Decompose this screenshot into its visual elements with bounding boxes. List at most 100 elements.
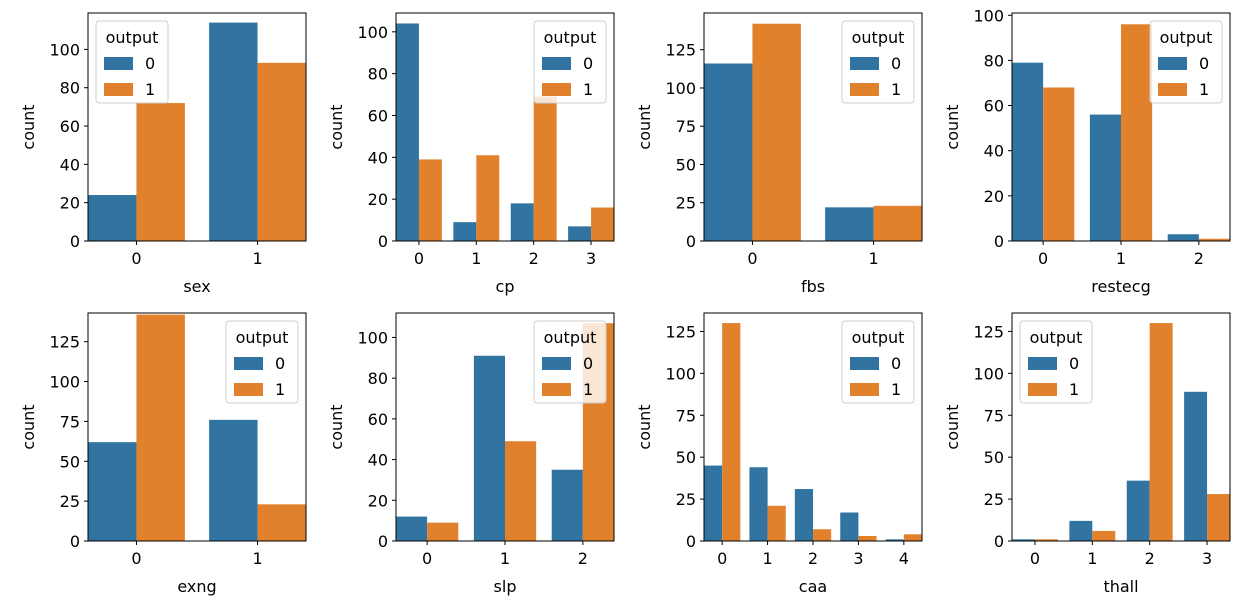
y-tick-label: 0 [686,532,696,551]
y-tick-label: 0 [686,232,696,251]
subplot-sex: 0 20 40 60 80 100 0 1 sex count output 0 1 [19,12,307,296]
y-tick-label: 100 [665,364,696,383]
bar-slp-2-output-0 [551,469,583,541]
legend-label-output-1: 1 [891,80,901,99]
legend-label-output-1: 1 [891,380,901,399]
x-tick-label: 2 [529,249,539,268]
axes-frame [395,12,615,242]
y-tick-label: 25 [676,490,696,509]
y-tick-label: 125 [49,333,80,352]
x-tick-label: 1 [471,249,481,268]
legend: output 0 1 [841,20,915,104]
legend-label-output-0: 0 [891,54,901,73]
legend: output 0 1 [1149,20,1223,104]
y-axis-label: count [19,404,38,449]
legend-swatch-output-0 [850,57,879,70]
y-axis-label: count [943,404,962,449]
legend: output 0 1 [533,20,607,104]
legend-swatch-output-1 [542,383,571,396]
y-tick-label: 100 [665,79,696,98]
x-tick-label: 0 [747,249,757,268]
y-tick-label: 100 [49,373,80,392]
legend-title: output [544,28,597,47]
bar-slp-1-output-0 [473,355,505,541]
legend-swatch-output-0 [542,357,571,370]
bar-caa-3-output-1 [858,535,877,541]
bar-fbs-1-output-1 [873,205,922,241]
bar-restecg-2-output-0 [1167,234,1199,241]
legend-title: output [106,28,159,47]
bar-slp-1-output-1 [505,441,537,541]
legend-label-output-0: 0 [145,54,155,73]
bar-exng-1-output-0 [209,419,258,541]
x-tick-label: 3 [1202,549,1212,568]
bar-caa-2-output-1 [813,529,832,541]
bar-sex-0-output-0 [88,195,137,241]
x-axis-label: restecg [1091,277,1150,296]
legend-swatch-output-1 [1028,383,1057,396]
subplot-slp: 0 20 40 60 80 100 0 1 2 slp count output 0 1 [327,312,615,596]
bar-thall-1-output-0 [1069,520,1093,541]
y-tick-label: 25 [676,194,696,213]
legend-swatch-output-1 [850,383,879,396]
y-tick-label: 0 [70,232,80,251]
bar-thall-1-output-1 [1092,530,1116,541]
y-tick-label: 20 [368,491,388,510]
bar-exng-1-output-1 [257,504,306,541]
y-tick-label: 0 [994,232,1004,251]
legend-label-output-0: 0 [1199,54,1209,73]
bar-caa-0-output-1 [722,323,741,541]
bar-slp-0-output-1 [427,522,459,541]
y-tick-label: 100 [973,6,1004,25]
subplot-caa: 0 25 50 75 100 125 0 1 2 3 4 caa count output 0 1 [635,312,923,596]
bar-cp-1-output-0 [453,222,477,241]
bar-cp-3-output-0 [568,226,592,241]
x-axis-label: thall [1103,577,1138,596]
x-tick-label: 0 [1030,549,1040,568]
legend-swatch-output-0 [104,57,133,70]
y-axis-label: count [635,104,654,149]
y-tick-label: 100 [357,23,388,42]
y-tick-label: 125 [665,322,696,341]
bar-cp-2-output-0 [510,203,534,241]
y-tick-label: 40 [368,148,388,167]
x-axis-label: slp [494,577,517,596]
bar-restecg-0-output-0 [1012,62,1044,241]
subplot-thall: 0 25 50 75 100 125 0 1 2 3 thall count output 0 1 [943,312,1231,596]
legend-swatch-output-0 [850,357,879,370]
x-tick-label: 1 [868,249,878,268]
x-tick-label: 0 [717,549,727,568]
x-tick-label: 0 [131,549,141,568]
x-tick-label: 1 [1116,249,1126,268]
subplot-cp: 0 20 40 60 80 100 0 1 2 3 cp count output 0 1 [327,12,615,296]
y-tick-label: 20 [984,187,1004,206]
legend-label-output-0: 0 [583,354,593,373]
subplot-exng: 0 25 50 75 100 125 0 1 exng count output 0 1 [19,312,307,596]
axes-frame [1011,312,1231,542]
bar-fbs-0-output-1 [752,23,801,242]
y-axis-label: count [327,104,346,149]
y-axis-label: count [19,104,38,149]
x-tick-label: 3 [586,249,596,268]
x-tick-label: 2 [1194,249,1204,268]
bar-caa-2-output-0 [794,489,813,541]
legend-title: output [852,328,905,347]
bar-thall-0-output-0 [1012,539,1035,541]
y-tick-label: 100 [49,40,80,59]
axes-frame [703,12,923,242]
y-tick-label: 80 [984,51,1004,70]
bar-caa-1-output-1 [767,505,786,541]
x-axis-label: exng [177,577,216,596]
bar-sex-1-output-0 [209,22,258,241]
legend-label-output-0: 0 [275,354,285,373]
bar-thall-0-output-1 [1034,539,1058,541]
y-tick-label: 100 [357,328,388,347]
bar-cp-1-output-1 [476,155,500,241]
x-tick-label: 1 [762,549,772,568]
y-tick-label: 75 [60,412,80,431]
legend-title: output [544,328,597,347]
x-tick-label: 2 [808,549,818,568]
bar-exng-0-output-0 [88,442,137,541]
y-tick-label: 50 [60,452,80,471]
y-tick-label: 75 [676,117,696,136]
